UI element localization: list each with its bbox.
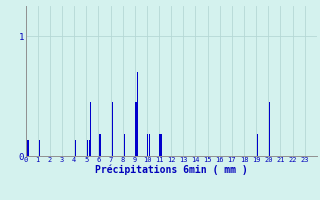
Bar [257, 134, 258, 156]
Bar [90, 102, 91, 156]
Bar [27, 140, 28, 156]
Bar [39, 140, 40, 156]
Bar [124, 134, 125, 156]
Bar [86, 140, 87, 156]
Bar [137, 72, 138, 156]
Bar [111, 102, 112, 156]
Bar [76, 102, 77, 156]
Bar [91, 140, 92, 156]
Bar [160, 134, 161, 156]
Bar [112, 102, 113, 156]
Bar [159, 134, 160, 156]
Bar [75, 140, 76, 156]
Bar [148, 134, 149, 156]
Bar [113, 134, 114, 156]
Bar [135, 102, 136, 156]
Bar [147, 134, 148, 156]
Bar [89, 140, 90, 156]
Bar [138, 134, 139, 156]
Bar [269, 102, 270, 156]
Bar [149, 134, 150, 156]
Bar [87, 140, 88, 156]
X-axis label: Précipitations 6min ( mm ): Précipitations 6min ( mm ) [95, 165, 248, 175]
